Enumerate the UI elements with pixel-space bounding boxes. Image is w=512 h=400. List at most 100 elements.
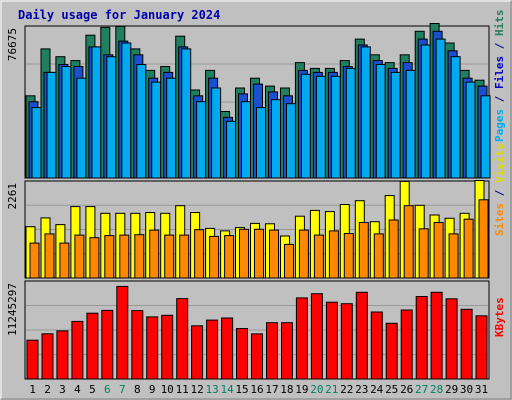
bar-kbytes-day-11 <box>176 298 189 380</box>
panel-kb-ymax-label: 11245297 <box>6 283 19 336</box>
day-label: 10 <box>161 383 174 396</box>
bar-kbytes-day-13 <box>206 319 219 380</box>
bar-pages-day-22 <box>345 67 356 179</box>
day-label: 21 <box>325 383 338 396</box>
day-label: 4 <box>74 383 81 396</box>
bar-kbytes-day-9 <box>146 316 159 380</box>
bar-sites-day-16 <box>254 228 264 279</box>
bar-pages-day-13 <box>211 87 222 179</box>
panel-sv-series-legend: Sites / Visits <box>493 143 506 236</box>
bar-kbytes-day-31 <box>475 315 488 380</box>
bar-pages-day-2 <box>46 71 57 179</box>
day-label: 14 <box>220 383 234 396</box>
day-label: 11 <box>176 383 189 396</box>
chart-title: Daily usage for January 2024 <box>18 8 220 22</box>
bar-pages-day-10 <box>166 77 177 179</box>
bar-sites-day-17 <box>269 229 279 279</box>
day-label: 22 <box>340 383 353 396</box>
bar-kbytes-day-28 <box>430 291 443 380</box>
bar-sites-day-6 <box>104 235 115 279</box>
bar-kbytes-day-20 <box>310 293 323 380</box>
bar-kbytes-day-23 <box>355 291 368 380</box>
bar-kbytes-day-7 <box>116 285 129 380</box>
day-label: 19 <box>295 383 308 396</box>
day-label: 15 <box>235 383 248 396</box>
day-label: 28 <box>430 383 443 396</box>
bar-kbytes-day-6 <box>101 309 114 380</box>
day-label: 29 <box>445 383 458 396</box>
panel-kb: 11245297 KBytes <box>6 280 506 380</box>
legend-entry: KBytes <box>493 297 506 337</box>
bar-kbytes-day-26 <box>400 309 413 380</box>
bar-pages-day-9 <box>151 81 162 179</box>
bar-sites-day-28 <box>433 222 444 279</box>
bar-kbytes-day-19 <box>295 297 308 380</box>
bar-pages-day-30 <box>465 81 476 179</box>
bar-sites-day-8 <box>134 234 145 279</box>
bar-pages-day-18 <box>286 103 296 179</box>
bar-pages-day-19 <box>300 73 311 179</box>
bar-kbytes-day-15 <box>236 328 248 380</box>
day-label: 18 <box>280 383 293 396</box>
bar-sites-day-18 <box>284 243 294 279</box>
bar-sites-day-23 <box>358 222 369 279</box>
bar-kbytes-day-22 <box>340 303 353 380</box>
bar-kbytes-day-12 <box>191 325 204 380</box>
day-label: 13 <box>205 383 218 396</box>
legend-entry: Visits <box>493 143 506 183</box>
bar-kbytes-day-4 <box>71 320 84 380</box>
bar-pages-day-14 <box>226 120 237 179</box>
bar-sites-day-12 <box>194 229 205 279</box>
day-label: 3 <box>59 383 66 396</box>
day-label: 20 <box>310 383 323 396</box>
bar-pages-day-24 <box>375 64 386 179</box>
bar-pages-day-7 <box>121 42 132 179</box>
day-label: 2 <box>44 383 51 396</box>
day-label: 6 <box>104 383 111 396</box>
bar-pages-day-1 <box>31 107 42 179</box>
bar-sites-day-13 <box>209 235 220 279</box>
panel-sv-ymax-label: 2261 <box>6 183 19 210</box>
bar-sites-day-10 <box>164 234 175 279</box>
legend-entry: Sites <box>493 203 506 236</box>
bar-pages-day-16 <box>256 107 266 179</box>
bar-kbytes-day-8 <box>131 310 144 380</box>
bar-sites-day-22 <box>343 233 354 279</box>
bar-kbytes-day-16 <box>251 333 263 380</box>
bar-pages-day-11 <box>181 48 192 179</box>
bar-pages-day-26 <box>405 69 416 179</box>
day-label: 30 <box>460 383 473 396</box>
panel-kb-series-legend: KBytes <box>493 297 506 337</box>
bar-kbytes-day-2 <box>41 333 54 380</box>
bar-sites-day-15 <box>239 228 249 279</box>
bar-pages-day-28 <box>435 38 446 179</box>
bar-pages-day-8 <box>136 64 147 179</box>
bar-pages-day-6 <box>106 56 117 179</box>
day-label: 16 <box>250 383 263 396</box>
bar-pages-day-12 <box>196 101 207 179</box>
bar-kbytes-day-17 <box>266 322 278 380</box>
bar-pages-day-20 <box>315 75 326 179</box>
day-label: 17 <box>265 383 278 396</box>
legend-entry: Hits <box>493 10 506 37</box>
panel-pfh-series-legend: Pages / Files / Hits <box>493 10 506 143</box>
bar-kbytes-day-29 <box>445 298 458 380</box>
day-label: 27 <box>415 383 428 396</box>
bar-sites-day-25 <box>388 219 399 279</box>
legend-entry: / <box>493 183 506 203</box>
panel-pfh: 76675 Pages / Files / Hits <box>6 10 506 179</box>
bar-pages-day-21 <box>330 75 341 179</box>
bar-pages-day-3 <box>61 66 72 179</box>
bar-pages-day-25 <box>390 71 401 179</box>
bar-sites-day-4 <box>74 234 85 279</box>
bar-pages-day-23 <box>360 46 371 179</box>
bar-sites-day-1 <box>29 242 40 279</box>
bar-sites-day-9 <box>149 229 160 279</box>
bar-kbytes-day-24 <box>370 311 383 380</box>
bar-sites-day-27 <box>418 228 429 279</box>
bar-kbytes-day-3 <box>56 330 69 380</box>
day-labels: 1 2 3 4 5 6 7 8 9 10 11 12 13 14 15 16 17 18 19 20 21 22 23 24 2… <box>29 383 488 396</box>
bar-sites-day-3 <box>59 242 70 279</box>
